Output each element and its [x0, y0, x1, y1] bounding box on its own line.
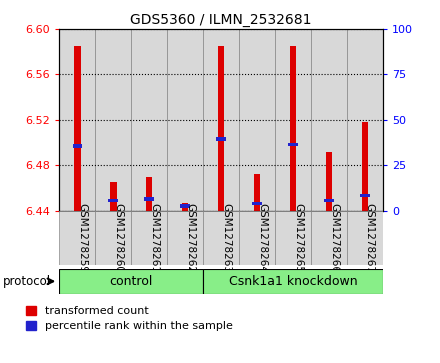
Bar: [182, 203, 188, 211]
Text: GSM1278260: GSM1278260: [114, 203, 123, 273]
Bar: [74, 46, 81, 211]
FancyBboxPatch shape: [311, 211, 347, 265]
Text: GSM1278265: GSM1278265: [293, 203, 303, 273]
Text: control: control: [110, 275, 153, 288]
FancyBboxPatch shape: [347, 211, 383, 265]
Bar: [288, 143, 298, 146]
Bar: [360, 194, 370, 197]
FancyBboxPatch shape: [59, 211, 95, 265]
Bar: [95, 29, 131, 211]
Bar: [254, 174, 260, 211]
Bar: [324, 199, 334, 202]
Bar: [144, 197, 154, 201]
Bar: [216, 137, 226, 141]
Text: protocol: protocol: [3, 275, 51, 288]
FancyBboxPatch shape: [131, 211, 167, 265]
Bar: [347, 29, 383, 211]
Bar: [362, 122, 368, 211]
Bar: [108, 199, 118, 202]
Text: GSM1278262: GSM1278262: [185, 203, 195, 273]
Legend: transformed count, percentile rank within the sample: transformed count, percentile rank withi…: [22, 301, 238, 335]
FancyBboxPatch shape: [59, 269, 203, 294]
Bar: [252, 202, 262, 205]
Bar: [239, 29, 275, 211]
Title: GDS5360 / ILMN_2532681: GDS5360 / ILMN_2532681: [130, 13, 312, 26]
FancyBboxPatch shape: [203, 211, 239, 265]
FancyBboxPatch shape: [275, 211, 311, 265]
FancyBboxPatch shape: [203, 269, 383, 294]
Bar: [275, 29, 311, 211]
FancyBboxPatch shape: [95, 211, 131, 265]
FancyBboxPatch shape: [239, 211, 275, 265]
Text: GSM1278264: GSM1278264: [257, 203, 267, 273]
Text: GSM1278266: GSM1278266: [329, 203, 339, 273]
Bar: [326, 151, 332, 211]
Bar: [180, 204, 190, 208]
Bar: [59, 29, 95, 211]
Bar: [167, 29, 203, 211]
Bar: [146, 176, 153, 211]
Text: GSM1278259: GSM1278259: [77, 203, 88, 273]
Bar: [73, 144, 82, 148]
Bar: [311, 29, 347, 211]
Text: GSM1278267: GSM1278267: [365, 203, 375, 273]
Text: GSM1278263: GSM1278263: [221, 203, 231, 273]
Bar: [203, 29, 239, 211]
Text: Csnk1a1 knockdown: Csnk1a1 knockdown: [229, 275, 357, 288]
Bar: [218, 46, 224, 211]
Text: GSM1278261: GSM1278261: [149, 203, 159, 273]
Bar: [290, 46, 296, 211]
Bar: [110, 182, 117, 211]
FancyBboxPatch shape: [167, 211, 203, 265]
Bar: [131, 29, 167, 211]
